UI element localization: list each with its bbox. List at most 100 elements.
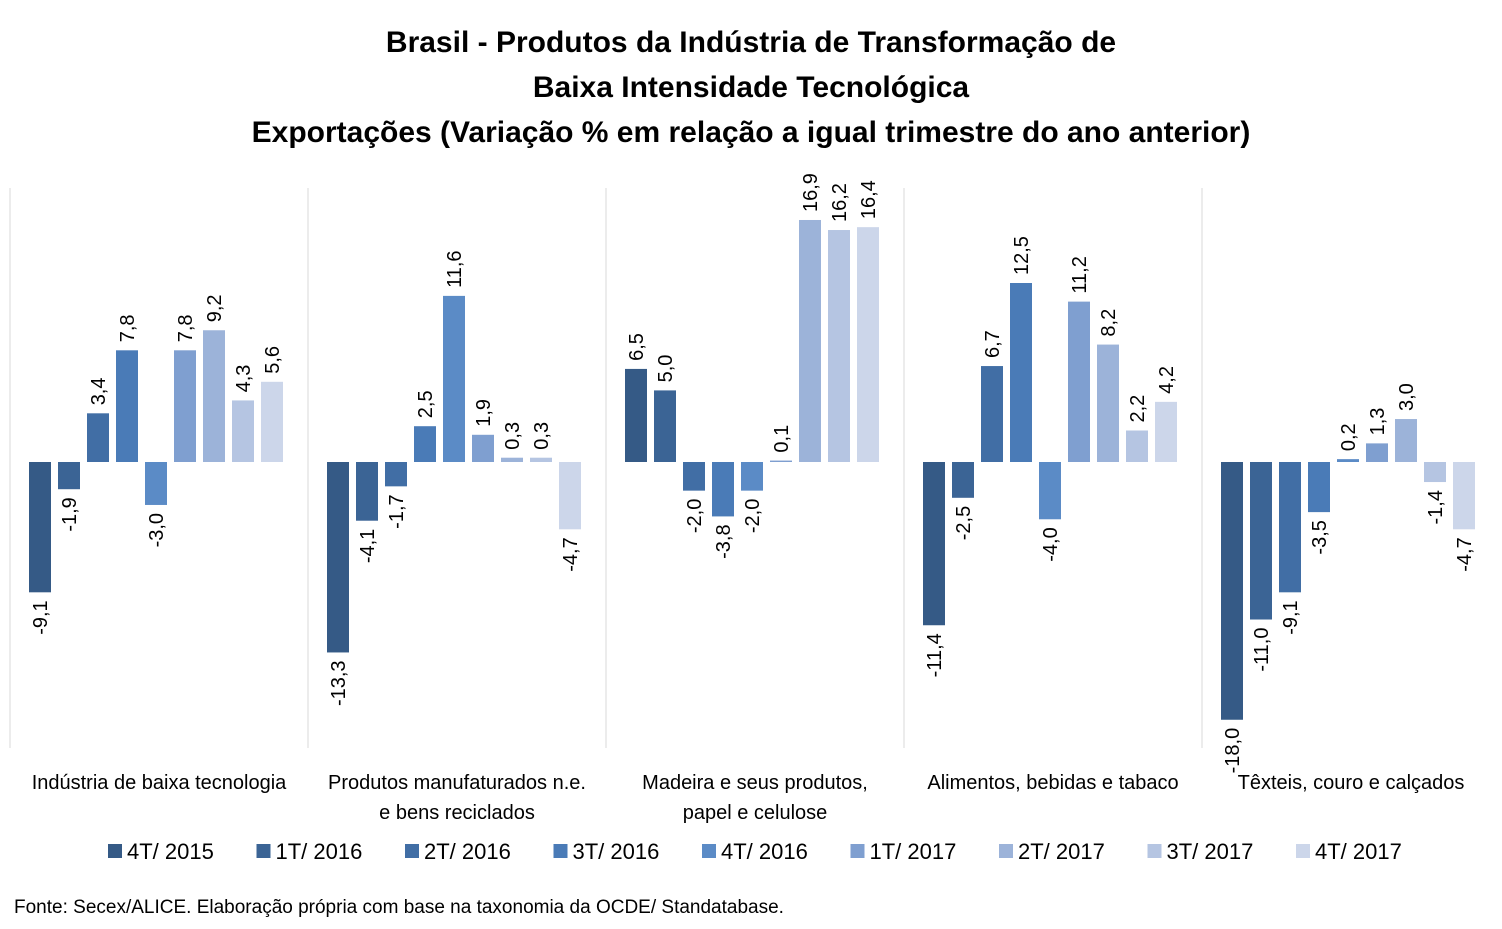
- data-labels: -9,1-1,93,47,8-3,07,89,24,35,6-13,3-4,1-…: [30, 173, 1476, 773]
- legend-label: 1T/ 2017: [870, 839, 957, 864]
- bar: [952, 462, 974, 498]
- bar: [1126, 430, 1148, 462]
- data-label: -1,7: [386, 494, 408, 528]
- data-label: 1,9: [473, 399, 495, 427]
- category-separators: [9, 188, 1203, 748]
- data-label: 0,3: [531, 422, 553, 450]
- data-label: 2,2: [1127, 395, 1149, 423]
- category-label: Indústria de baixa tecnologia: [32, 772, 287, 794]
- legend-label: 2T/ 2016: [424, 839, 511, 864]
- bar: [799, 219, 821, 462]
- data-label: 4,2: [1156, 366, 1178, 394]
- data-label: 3,4: [88, 377, 110, 405]
- category-label: Têxteis, couro e calçados: [1238, 772, 1465, 794]
- bar: [1453, 462, 1475, 530]
- bar: [1424, 462, 1446, 483]
- legend-label: 4T/ 2017: [1315, 839, 1402, 864]
- data-label: -2,0: [742, 499, 764, 533]
- data-label: 12,5: [1011, 236, 1033, 275]
- legend-swatch: [405, 844, 419, 858]
- legend-swatch: [1147, 844, 1162, 858]
- bar: [828, 230, 850, 462]
- data-label: 3,0: [1396, 383, 1418, 411]
- data-label: 9,2: [204, 294, 226, 322]
- data-label: -9,1: [1280, 600, 1302, 634]
- bar: [683, 462, 705, 491]
- bar: [472, 434, 494, 462]
- category-label: Madeira e seus produtos,: [642, 772, 868, 794]
- data-label: -3,0: [146, 513, 168, 547]
- chart-title: Brasil - Produtos da Indústria de Transf…: [252, 26, 1251, 149]
- legend-swatch: [702, 844, 716, 858]
- legend-swatch: [1296, 844, 1310, 858]
- data-label: -9,1: [30, 600, 52, 634]
- category-label: Alimentos, bebidas e tabaco: [927, 772, 1178, 794]
- bar: [1366, 443, 1388, 462]
- bar: [625, 368, 647, 462]
- bar: [1097, 344, 1119, 462]
- data-label: 16,9: [800, 173, 822, 212]
- bar: [145, 462, 167, 505]
- legend-swatch: [256, 844, 271, 858]
- bar: [981, 366, 1003, 462]
- bar: [58, 462, 80, 490]
- bar: [174, 350, 196, 462]
- bars: [29, 219, 1475, 720]
- bar: [356, 462, 378, 521]
- legend-swatch: [999, 844, 1013, 858]
- bar: [203, 330, 225, 462]
- data-label: 7,8: [117, 314, 139, 342]
- data-label: 16,2: [829, 183, 851, 222]
- category-label: e bens reciclados: [379, 802, 535, 824]
- data-label: -4,7: [560, 537, 582, 571]
- bar: [443, 295, 465, 462]
- bar: [1279, 462, 1301, 593]
- bar: [261, 381, 283, 462]
- data-label: 0,2: [1338, 423, 1360, 451]
- bar: [1155, 401, 1177, 462]
- bar: [1068, 301, 1090, 462]
- bar: [232, 400, 254, 462]
- data-label: 1,3: [1367, 408, 1389, 436]
- data-label: 2,5: [415, 390, 437, 418]
- data-label: 0,1: [771, 425, 793, 453]
- bar: [559, 462, 581, 530]
- legend-label: 4T/ 2016: [721, 839, 808, 864]
- title-line: Baixa Intensidade Tecnológica: [533, 71, 970, 104]
- bar: [116, 350, 138, 462]
- data-label: 11,6: [444, 250, 466, 287]
- bar: [414, 426, 436, 462]
- data-label: -2,0: [684, 499, 706, 533]
- bar: [1337, 459, 1359, 462]
- data-label: 8,2: [1098, 309, 1120, 337]
- legend-swatch: [108, 844, 122, 858]
- bar: [770, 460, 792, 462]
- title-line: Brasil - Produtos da Indústria de Transf…: [386, 26, 1116, 59]
- bar: [712, 462, 734, 517]
- data-label: -1,9: [59, 497, 81, 531]
- bar: [385, 462, 407, 487]
- data-label: -11,0: [1251, 628, 1273, 672]
- data-label: -18,0: [1222, 728, 1244, 774]
- legend-swatch: [553, 844, 568, 858]
- data-label: 16,4: [858, 180, 880, 219]
- bar: [1039, 462, 1061, 520]
- bar: [857, 227, 879, 462]
- data-label: -1,4: [1425, 490, 1447, 524]
- bar: [1221, 462, 1243, 720]
- legend-label: 1T/ 2016: [276, 839, 363, 864]
- legend: 4T/ 2015 1T/ 2016 2T/ 2016 3T/ 2016 4T/ 2016…: [108, 839, 1402, 864]
- data-label: 6,5: [626, 333, 648, 361]
- data-label: -4,0: [1040, 527, 1062, 561]
- category-label: papel e celulose: [683, 802, 828, 824]
- bar: [327, 462, 349, 653]
- data-label: -3,8: [713, 524, 735, 558]
- bar: [923, 462, 945, 626]
- data-label: 5,6: [262, 346, 284, 374]
- bar: [1250, 462, 1272, 620]
- legend-label: 3T/ 2017: [1167, 839, 1254, 864]
- bar: [1010, 283, 1032, 462]
- data-label: 4,3: [233, 365, 255, 393]
- data-label: 0,3: [502, 422, 524, 450]
